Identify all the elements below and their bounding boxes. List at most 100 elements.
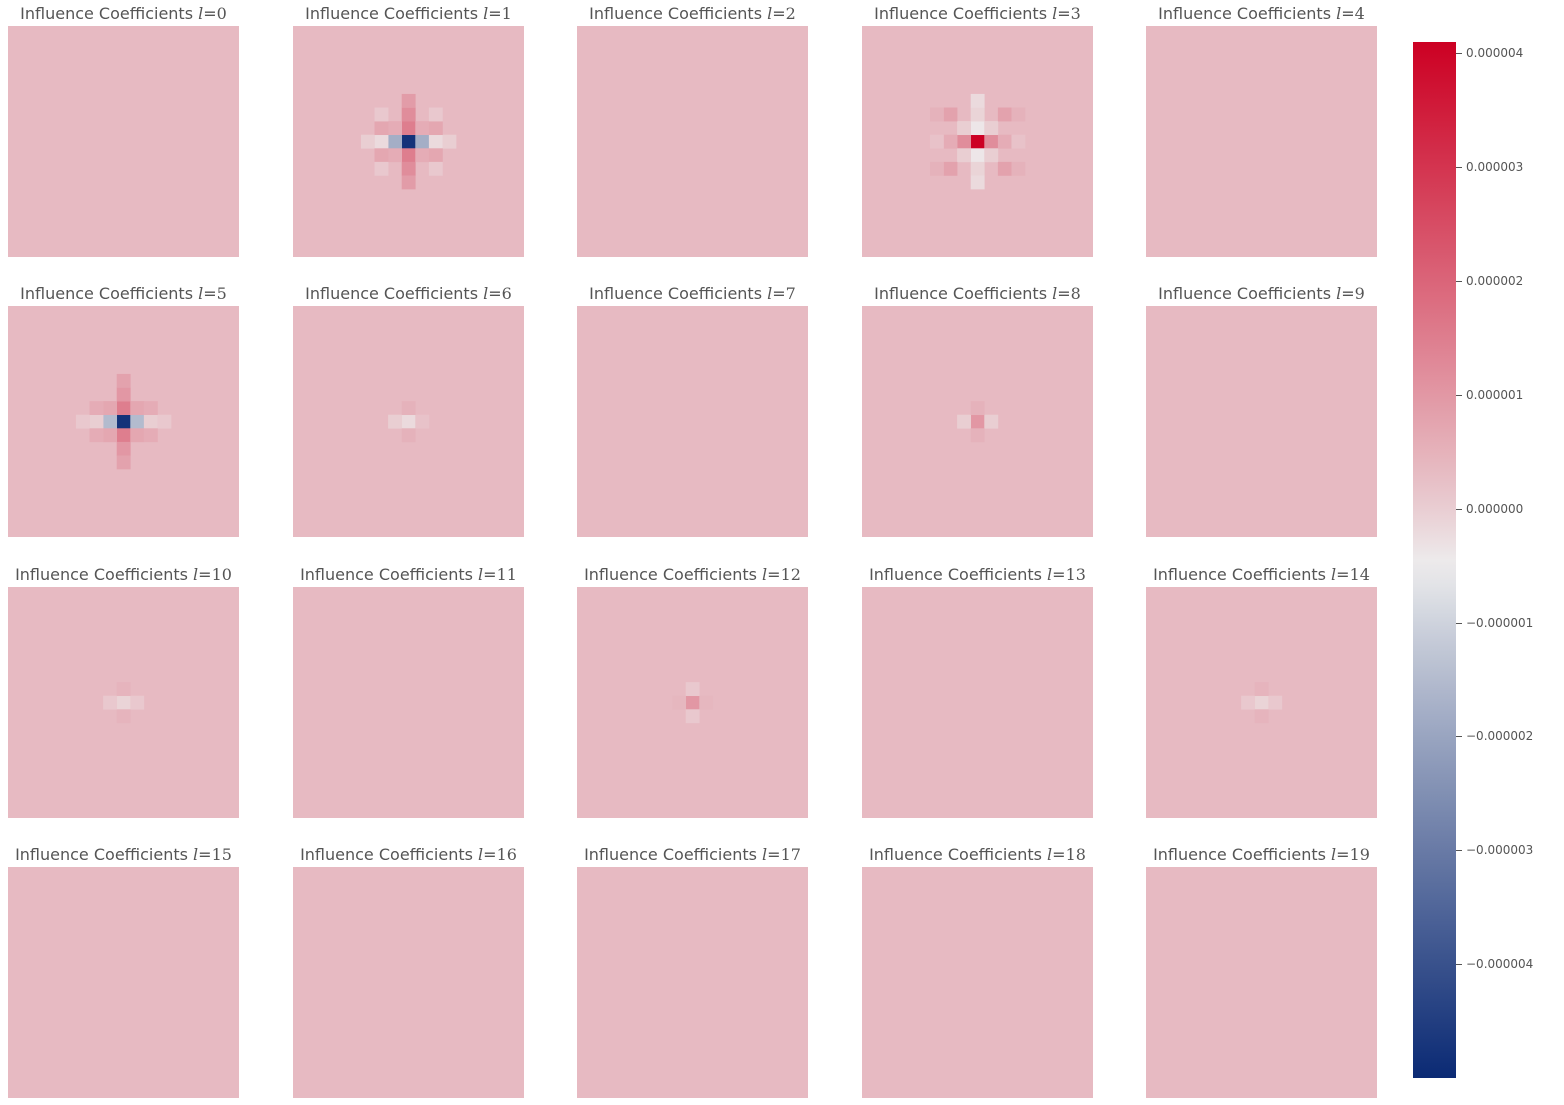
heatmap-panel-l18 [862,867,1093,1098]
panel-title-prefix: Influence Coefficients [589,4,768,23]
panel-title: Influence Coefficients l=4 [1158,4,1365,23]
heatmap-cell [929,107,944,122]
heatmap-grid [577,867,808,1098]
heatmap-cell [401,93,416,108]
heatmap-cell [401,175,416,190]
panel-title-index: 14 [1349,565,1370,584]
heatmap-cell [970,107,985,122]
heatmap-cell [130,414,145,429]
heatmap-cell [360,134,375,149]
heatmap-cell [428,107,443,122]
panel-title-prefix: Influence Coefficients [300,565,479,584]
heatmap-cell [997,134,1012,149]
heatmap-background [1146,306,1377,537]
heatmap-cell [957,121,972,136]
panel-title: Influence Coefficients l=8 [874,284,1081,303]
heatmap-grid [8,26,239,257]
panel-title-index: 10 [211,565,232,584]
heatmap-cell [943,134,958,149]
panel-title-index: 4 [1354,4,1365,23]
heatmap-cell [415,148,430,163]
panel-title: Influence Coefficients l=10 [15,565,232,584]
panel-title-variable: l [1052,4,1058,23]
heatmap-grid [8,587,239,818]
panel-title-variable: l [483,284,489,303]
heatmap-cell [374,161,389,176]
heatmap-cell [1268,695,1283,710]
heatmap-cell [103,428,118,443]
panel-title-prefix: Influence Coefficients [1153,565,1332,584]
panel-title-variable: l [762,845,768,864]
heatmap-cell [116,387,131,402]
colorbar-tick [1456,964,1462,965]
panel-title: Influence Coefficients l=13 [869,565,1086,584]
panel-title: Influence Coefficients l=19 [1153,845,1370,864]
panel-title-prefix: Influence Coefficients [1153,845,1332,864]
heatmap-panel-l13 [862,587,1093,818]
heatmap-cell [970,414,985,429]
heatmap-cell [388,134,403,149]
heatmap-cell [1011,161,1026,176]
heatmap-cell [415,134,430,149]
heatmap-cell [428,134,443,149]
heatmap-cell [103,401,118,416]
heatmap-cell [374,107,389,122]
panel-title-variable: l [767,4,773,23]
heatmap-background [862,867,1093,1098]
heatmap-panel-l10 [8,587,239,818]
panel-title-variable: l [478,565,484,584]
heatmap-cell [401,428,416,443]
heatmap-grid [862,587,1093,818]
heatmap-cell [970,175,985,190]
panel-title-prefix: Influence Coefficients [15,565,194,584]
heatmap-cell [401,134,416,149]
panel-title-index: 15 [211,845,232,864]
panel-title: Influence Coefficients l=3 [874,4,1081,23]
heatmap-grid [862,26,1093,257]
heatmap-panel-l5 [8,306,239,537]
panel-title-prefix: Influence Coefficients [584,845,763,864]
panel-title-index: 19 [1349,845,1370,864]
heatmap-background [293,867,524,1098]
panel-title-variable: l [1047,845,1053,864]
heatmap-cell [157,414,172,429]
heatmap-cell [685,682,700,697]
heatmap-cell [116,428,131,443]
heatmap-cell [75,414,90,429]
colorbar-tick [1456,395,1462,396]
panel-title-index: 18 [1065,845,1086,864]
panel-title-variable: l [1052,284,1058,303]
heatmap-panel-l6 [293,306,524,537]
heatmap-panel-l15 [8,867,239,1098]
panel-title-index: 17 [780,845,801,864]
heatmap-grid [577,587,808,818]
heatmap-cell [116,401,131,416]
heatmap-cell [116,709,131,724]
colorbar [1413,42,1456,1078]
panel-title: Influence Coefficients l=7 [589,284,796,303]
heatmap-cell [415,414,430,429]
panel-title: Influence Coefficients l=5 [20,284,227,303]
heatmap-cell [143,428,158,443]
panel-title-index: 11 [496,565,517,584]
heatmap-cell [929,134,944,149]
heatmap-cell [970,428,985,443]
heatmap-cell [116,373,131,388]
panel-title-prefix: Influence Coefficients [1158,4,1337,23]
heatmap-cell [943,107,958,122]
panel-title-prefix: Influence Coefficients [305,284,484,303]
heatmap-grid [862,867,1093,1098]
panel-title: Influence Coefficients l=14 [1153,565,1370,584]
heatmap-background [577,26,808,257]
heatmap-cell [116,682,131,697]
heatmap-grid [577,306,808,537]
heatmap-cell [374,148,389,163]
heatmap-cell [401,401,416,416]
panel-title: Influence Coefficients l=0 [20,4,227,23]
heatmap-cell [388,121,403,136]
colorbar-tick [1456,736,1462,737]
panel-title-index: 6 [501,284,512,303]
heatmap-background [1146,26,1377,257]
heatmap-cell [116,441,131,456]
heatmap-cell [130,428,145,443]
